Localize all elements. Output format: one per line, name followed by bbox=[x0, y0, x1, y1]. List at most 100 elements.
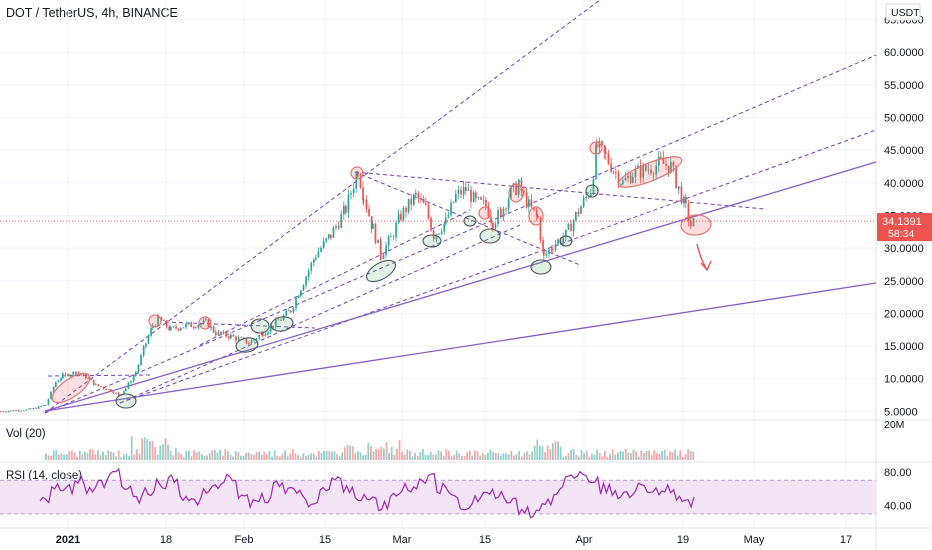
candle-body bbox=[117, 392, 120, 395]
volume-bar bbox=[68, 451, 71, 460]
volume-bar bbox=[645, 451, 648, 460]
volume-bar bbox=[435, 454, 437, 460]
candle-body bbox=[605, 152, 607, 154]
solid-trendline-lower bbox=[44, 282, 877, 412]
candle-body bbox=[387, 236, 390, 246]
volume-bar bbox=[63, 454, 65, 460]
volume-bar bbox=[583, 453, 585, 460]
volume-bar bbox=[232, 456, 234, 460]
volume-bar bbox=[240, 455, 242, 460]
candle-body bbox=[575, 211, 577, 221]
candle-body bbox=[17, 410, 20, 412]
candle-body bbox=[340, 214, 343, 228]
volume-bar bbox=[273, 450, 276, 460]
volume-bar bbox=[375, 448, 377, 460]
volume-bar bbox=[653, 450, 656, 460]
candle-body bbox=[370, 216, 373, 229]
volume-bar bbox=[58, 454, 60, 460]
volume-bar bbox=[117, 450, 120, 460]
candle-body bbox=[420, 198, 422, 200]
candle-body bbox=[67, 373, 69, 377]
volume-bar bbox=[549, 449, 552, 460]
highlight-ellipse-red bbox=[589, 141, 603, 155]
volume-bar bbox=[188, 450, 190, 460]
candle-body bbox=[447, 215, 450, 218]
candle-body bbox=[405, 207, 407, 213]
candle-body bbox=[115, 392, 117, 394]
volume-bar bbox=[115, 456, 117, 460]
candle-body bbox=[670, 161, 672, 173]
candle-body bbox=[0, 411, 2, 413]
candle-body bbox=[172, 326, 175, 328]
time-tick-label: May bbox=[744, 534, 765, 546]
time-tick-label: Apr bbox=[575, 534, 592, 546]
current-price-tag bbox=[877, 213, 932, 242]
volume-bar bbox=[271, 456, 273, 460]
candle-body bbox=[363, 199, 365, 201]
volume-bar bbox=[648, 450, 650, 460]
candle-body bbox=[368, 209, 370, 217]
candle-body bbox=[345, 205, 347, 213]
candle-body bbox=[313, 259, 315, 263]
highlight-ellipse-green bbox=[559, 235, 573, 247]
candle-body bbox=[55, 382, 57, 388]
candle-body bbox=[185, 324, 187, 328]
candle-body bbox=[490, 217, 492, 223]
volume-bar bbox=[687, 449, 689, 460]
volume-bar bbox=[91, 449, 94, 460]
volume-bar bbox=[598, 452, 601, 460]
candle-body bbox=[237, 337, 240, 341]
volume-bar bbox=[489, 449, 492, 460]
candle-body bbox=[438, 233, 440, 235]
volume-bar bbox=[497, 453, 500, 460]
candle-body bbox=[85, 374, 87, 379]
highlight-ellipse-red bbox=[51, 372, 91, 404]
candle-body bbox=[300, 290, 302, 297]
volume-bar bbox=[211, 450, 214, 460]
highlight-ellipse-green bbox=[479, 228, 501, 244]
candle-body bbox=[601, 141, 603, 146]
volume-bar bbox=[307, 454, 310, 460]
volume-bar bbox=[502, 453, 505, 460]
candle-body bbox=[440, 231, 443, 234]
volume-bar bbox=[396, 448, 398, 460]
candle-body bbox=[510, 186, 512, 200]
candle-body bbox=[225, 331, 228, 337]
volume-bar bbox=[455, 450, 458, 460]
volume-bar bbox=[247, 452, 250, 460]
candle-body bbox=[655, 165, 658, 175]
candle-body bbox=[612, 171, 615, 173]
volume-bar bbox=[364, 454, 367, 460]
volume-bar bbox=[318, 450, 320, 460]
candle-body bbox=[533, 206, 535, 210]
candle-body bbox=[310, 262, 313, 271]
volume-bar bbox=[136, 449, 138, 460]
candle-body bbox=[64, 373, 67, 375]
candle-body bbox=[190, 322, 193, 328]
candle-body bbox=[435, 234, 438, 240]
volume-bar bbox=[73, 452, 76, 460]
candle-body bbox=[50, 391, 52, 400]
candle-body bbox=[100, 386, 102, 388]
volume-bar bbox=[676, 455, 679, 460]
candle-body bbox=[90, 378, 92, 380]
candle-body bbox=[645, 165, 647, 171]
candle-body bbox=[305, 276, 307, 286]
volume-bar bbox=[325, 451, 328, 460]
candle-body bbox=[465, 186, 467, 191]
volume-bar bbox=[305, 456, 307, 460]
candle-body bbox=[692, 218, 695, 227]
candle-body bbox=[617, 172, 620, 185]
volume-bar bbox=[55, 450, 58, 460]
time-tick-label: Feb bbox=[235, 534, 254, 546]
candle-body bbox=[147, 335, 150, 344]
candle-body bbox=[494, 223, 497, 229]
down-arrow-head bbox=[700, 260, 712, 272]
candle-body bbox=[180, 328, 182, 331]
volume-bar bbox=[671, 452, 674, 460]
candle-body bbox=[95, 384, 97, 385]
candle-body bbox=[175, 326, 177, 329]
volume-bar bbox=[388, 453, 390, 460]
price-tick-label: 60.0000 bbox=[884, 47, 924, 59]
